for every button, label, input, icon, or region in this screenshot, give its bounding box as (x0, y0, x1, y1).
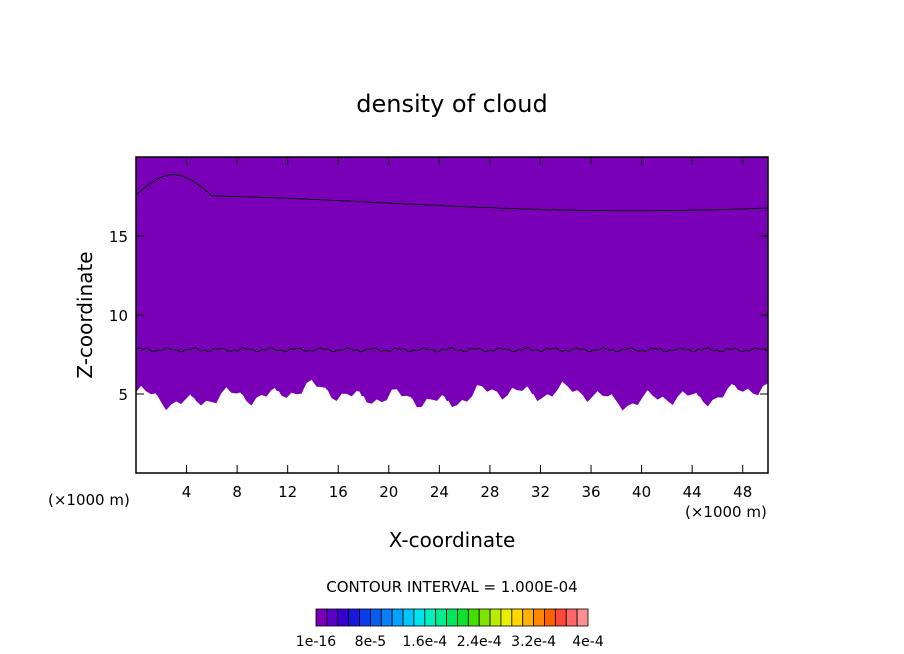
colorbar-labels: 1e-16 8e-5 1.6e-4 2.4e-4 3.2e-4 4e-4 (296, 634, 604, 650)
x-axis-label: X-coordinate (389, 528, 516, 552)
colorbar-swatch (326, 608, 339, 627)
colorbar-swatch (576, 608, 589, 627)
contour-line-upper (136, 174, 768, 212)
x-tick-label: 44 (683, 483, 702, 501)
density-field (136, 157, 768, 411)
x-tick-label: 48 (733, 483, 752, 501)
x-tick-label: 8 (232, 483, 242, 501)
y-axis-ticks: 5 10 15 (109, 228, 768, 404)
chart-title: density of cloud (356, 90, 547, 118)
x-tick-label: 16 (329, 483, 348, 501)
colorbar-swatch (544, 608, 556, 627)
contour-line-lower (136, 346, 768, 353)
x-tick-label: 32 (531, 483, 550, 501)
x-tick-label: 12 (278, 483, 297, 501)
x-unit-label-left: (×1000 m) (48, 491, 130, 509)
x-unit-label-right: (×1000 m) (685, 503, 767, 521)
colorbar-label: 2.4e-4 (457, 634, 502, 650)
contour-interval-label: CONTOUR INTERVAL = 1.000E-04 (326, 578, 577, 596)
y-axis-label: Z-coordinate (73, 251, 97, 378)
colorbar-swatch (457, 608, 469, 627)
colorbar-label: 4e-4 (572, 634, 604, 650)
colorbar-swatch (337, 608, 350, 627)
colorbar-swatch (369, 608, 382, 627)
colorbar-swatch (565, 608, 578, 627)
y-tick-label: 15 (109, 228, 128, 246)
colorbar-swatch (533, 608, 545, 627)
colorbar (315, 608, 589, 627)
y-tick-label: 10 (109, 307, 128, 325)
colorbar-label: 8e-5 (355, 634, 386, 650)
colorbar-label: 3.2e-4 (511, 634, 556, 650)
density-band (136, 157, 768, 411)
colorbar-swatch (522, 608, 534, 627)
x-tick-label: 20 (379, 483, 398, 501)
x-tick-label: 24 (430, 483, 449, 501)
x-tick-label: 36 (581, 483, 600, 501)
colorbar-swatch (435, 608, 447, 627)
y-tick-label: 5 (118, 386, 128, 404)
contour-lines (136, 174, 768, 353)
colorbar-swatch (402, 608, 415, 627)
colorbar-swatch (380, 608, 393, 627)
colorbar-swatch (315, 608, 328, 627)
colorbar-swatch (348, 608, 360, 627)
colorbar-swatch (467, 608, 480, 627)
x-tick-label: 28 (480, 483, 499, 501)
x-tick-label: 40 (632, 483, 651, 501)
x-tick-label: 4 (182, 483, 192, 501)
colorbar-swatch (489, 608, 502, 627)
x-axis-ticks: 4 8 12 16 20 24 28 32 36 40 44 48 (182, 157, 752, 501)
colorbar-swatch (391, 608, 404, 627)
colorbar-swatch (424, 608, 437, 627)
colorbar-swatch (359, 608, 371, 627)
colorbar-swatch (478, 608, 491, 627)
colorbar-swatch (446, 608, 458, 627)
colorbar-label: 1.6e-4 (402, 634, 447, 650)
colorbar-swatch (500, 608, 513, 627)
colorbar-label: 1e-16 (296, 634, 336, 650)
colorbar-swatch (511, 608, 524, 627)
colorbar-swatch (413, 608, 426, 627)
colorbar-swatch (554, 608, 567, 627)
